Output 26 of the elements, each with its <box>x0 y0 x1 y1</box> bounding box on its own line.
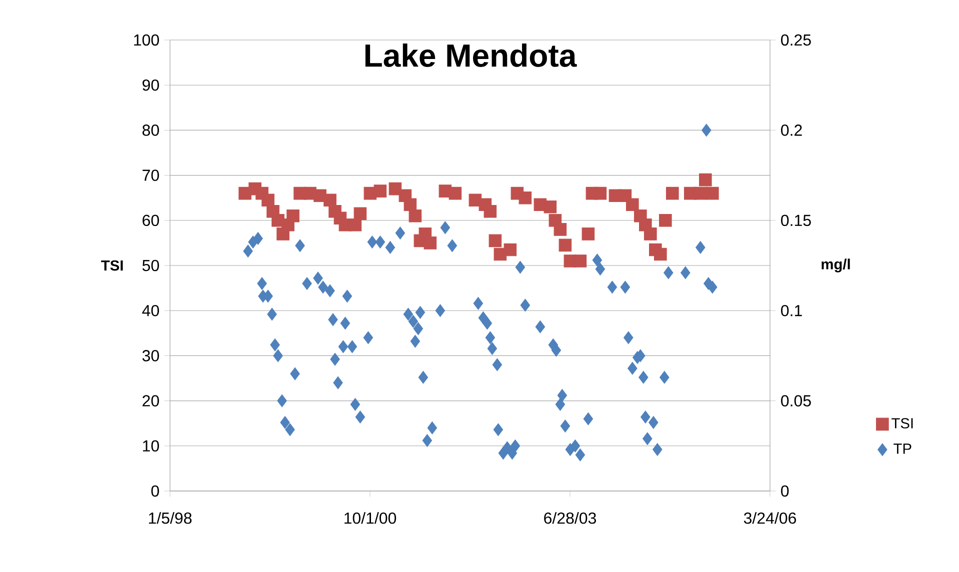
x-tick-label: 6/28/03 <box>544 512 596 524</box>
y2-tick-label: 0.05 <box>781 395 811 406</box>
y-axis-title: TSI <box>101 260 123 271</box>
y-tick-label: 0 <box>151 485 159 497</box>
y2-tick-label: 0 <box>781 485 789 497</box>
y-tick-label: 70 <box>142 170 159 181</box>
x-tick-label: 10/1/00 <box>344 512 396 524</box>
y-tick-label: 20 <box>142 395 159 406</box>
y-tick-label: 90 <box>142 79 159 91</box>
y-tick-label: 30 <box>142 350 159 362</box>
chart-title: Lake Mendota <box>365 43 577 67</box>
y2-tick-label: 0.15 <box>781 214 811 226</box>
legend-label: TP <box>894 444 912 454</box>
legend-label: TSI <box>892 418 913 428</box>
y2-tick-label: 0.1 <box>781 304 802 316</box>
y2-tick-label: 0.25 <box>781 34 811 46</box>
y-tick-label: 50 <box>142 260 159 272</box>
x-tick-label: 1/5/98 <box>148 512 192 524</box>
y-tick-label: 60 <box>142 214 159 226</box>
y-tick-label: 80 <box>142 124 159 136</box>
y2-tick-label: 0.2 <box>781 124 802 136</box>
y2-axis-title: mg/l <box>822 258 850 272</box>
y-tick-label: 100 <box>134 34 159 46</box>
x-tick-label: 3/24/06 <box>744 512 796 524</box>
y-tick-label: 10 <box>143 440 159 452</box>
y-tick-label: 40 <box>142 304 159 316</box>
